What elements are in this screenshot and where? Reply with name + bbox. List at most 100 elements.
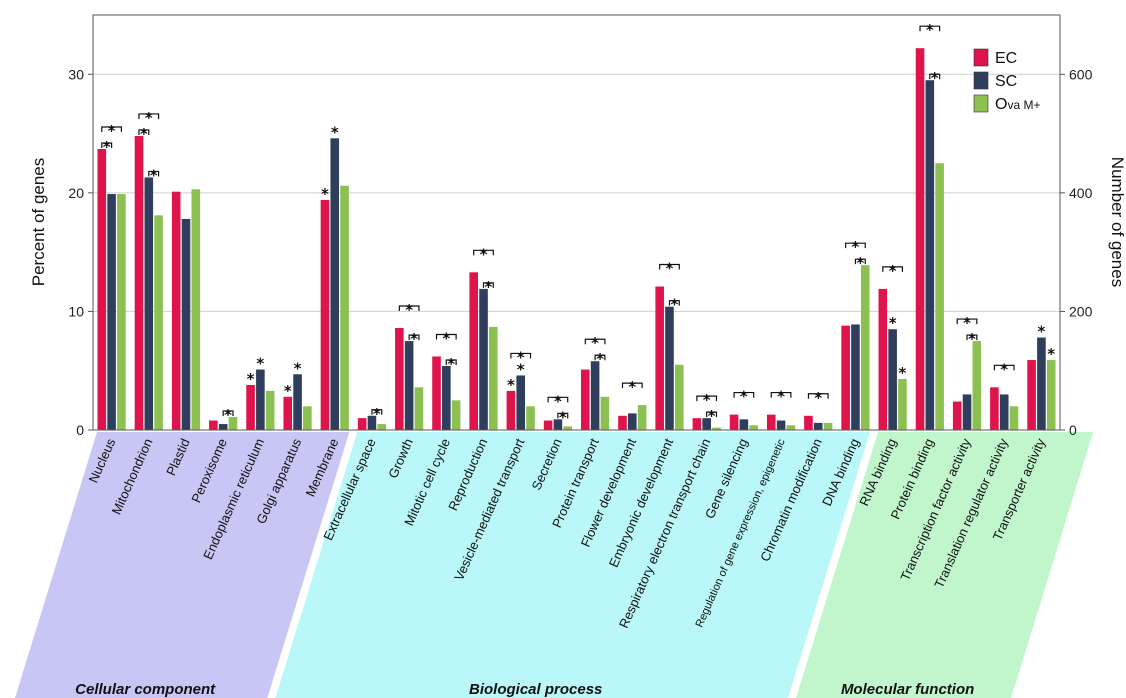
legend-label-main: O	[995, 96, 1007, 113]
significance-bracket	[138, 113, 160, 119]
significance-star: *	[1037, 323, 1045, 341]
bar-sc	[702, 418, 711, 430]
significance-star: *	[708, 407, 716, 425]
bar-ec	[171, 191, 181, 430]
significance-bracket	[919, 25, 941, 32]
significance-bracket	[882, 266, 904, 272]
bar-sc	[107, 194, 116, 430]
bar-sc	[665, 306, 674, 430]
significance-star: *	[321, 185, 329, 203]
legend-swatch	[973, 94, 989, 113]
bar-ova	[935, 163, 944, 430]
bar-sc	[367, 415, 377, 430]
bar-ova	[637, 405, 647, 430]
significance-star: *	[596, 350, 604, 368]
y-axis-title: Percent of genes	[29, 158, 48, 287]
bar-sc	[218, 424, 228, 430]
legend-swatch	[973, 71, 989, 90]
legend-label: SC	[995, 73, 1017, 90]
bar-ova	[414, 387, 424, 430]
bar-ec	[320, 199, 330, 430]
y-tick-label: 0	[76, 422, 84, 438]
significance-star: *	[814, 389, 822, 407]
y2-tick-label: 600	[1069, 66, 1093, 82]
bar-sc	[999, 394, 1009, 430]
group-label-2: Molecular function	[841, 681, 974, 698]
significance-star: *	[224, 406, 232, 424]
y2-tick-label: 200	[1069, 303, 1093, 319]
bar-sc	[144, 177, 154, 430]
significance-bracket	[993, 364, 1015, 371]
significance-bracket	[966, 334, 978, 341]
significance-star: *	[373, 405, 381, 423]
significance-star: *	[963, 314, 971, 332]
legend-label: EC	[995, 50, 1017, 67]
y-tick-label: 10	[68, 303, 84, 319]
significance-star: *	[480, 245, 488, 263]
bar-ec	[209, 420, 218, 430]
significance-star: *	[103, 138, 111, 156]
significance-bracket	[371, 409, 383, 415]
significance-star: *	[703, 391, 711, 409]
significance-star: *	[666, 260, 674, 278]
bar-ova	[1009, 406, 1019, 430]
bar-sc	[181, 218, 191, 430]
significance-bracket	[770, 391, 792, 398]
bar-ec	[804, 415, 813, 430]
significance-star: *	[670, 296, 678, 314]
significance-bracket	[733, 391, 755, 398]
significance-star: *	[150, 166, 158, 184]
grid-lines	[93, 73, 1060, 312]
significance-bracket	[222, 410, 234, 416]
bar-ova	[786, 425, 796, 430]
legend-label: Ova M+	[995, 96, 1040, 113]
bar-ec	[952, 401, 962, 430]
bar-ec	[1027, 360, 1036, 430]
significance-bracket	[621, 382, 643, 389]
significance-star: *	[968, 330, 976, 348]
bar-ova	[674, 364, 684, 430]
bar-sc	[553, 419, 563, 430]
group-label-1: Biological process	[469, 681, 602, 698]
significance-bracket	[510, 352, 532, 359]
y-tick-label: 20	[68, 185, 84, 201]
bar-sc	[627, 413, 637, 430]
bar-ova	[117, 194, 126, 430]
y2-tick-label: 0	[1069, 422, 1077, 438]
significance-bracket	[148, 170, 160, 177]
bar-ova	[191, 189, 201, 430]
bar-ova	[228, 416, 238, 430]
significance-star: *	[256, 355, 264, 373]
bar-ec	[246, 384, 255, 430]
significance-star: *	[140, 125, 148, 143]
significance-star: *	[517, 360, 525, 378]
significance-bracket	[807, 393, 829, 399]
bar-sc	[1037, 337, 1046, 430]
bar-sc	[293, 374, 302, 430]
bar-ova	[1046, 360, 1056, 430]
significance-marks: *************** ***************** * *** ****…	[101, 21, 1055, 426]
y-tick-label: 30	[68, 66, 84, 82]
significance-star: *	[889, 262, 897, 280]
bar-ova	[600, 396, 610, 430]
bar-ec	[543, 420, 553, 430]
bars	[97, 48, 1056, 431]
significance-star: *	[405, 301, 413, 319]
significance-bracket	[706, 411, 718, 418]
significance-bracket	[845, 242, 866, 249]
bar-sc	[590, 361, 600, 430]
significance-bracket	[557, 412, 569, 419]
bar-sc	[776, 420, 786, 430]
bar-sc	[851, 324, 860, 430]
significance-star: *	[852, 238, 860, 256]
significance-star: *	[447, 355, 455, 373]
bar-ova	[303, 406, 312, 430]
y2-tick-label: 400	[1069, 185, 1093, 201]
bar-ec	[878, 288, 888, 430]
significance-bracket	[482, 282, 494, 288]
bar-ova	[451, 400, 461, 430]
significance-star: *	[410, 330, 418, 348]
significance-star: *	[591, 334, 599, 352]
group-band-1	[275, 432, 871, 698]
bar-sc	[404, 341, 414, 430]
